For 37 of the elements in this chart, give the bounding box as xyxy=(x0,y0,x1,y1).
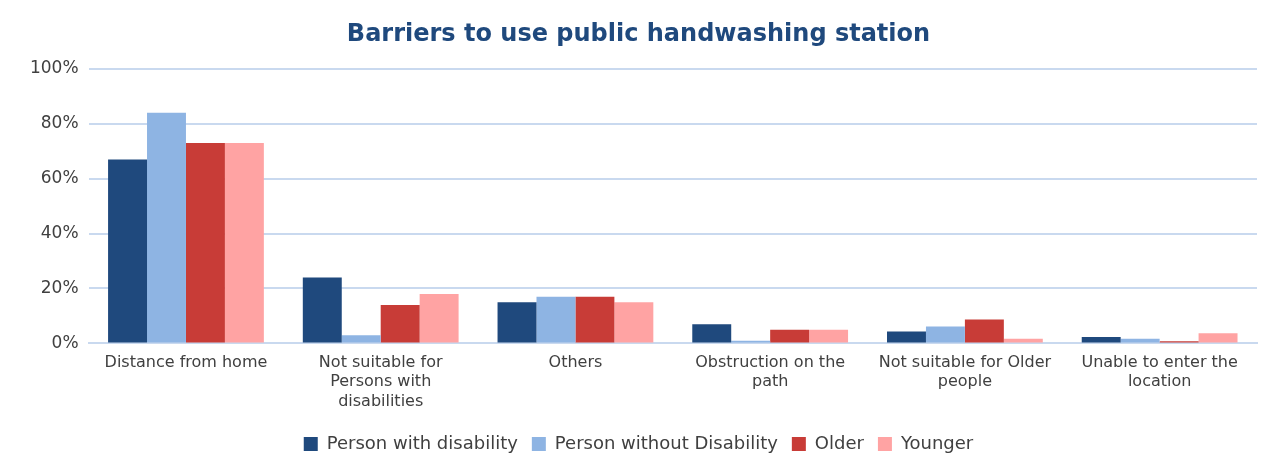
legend-label: Younger xyxy=(899,431,974,453)
chart-title: Barriers to use public handwashing station xyxy=(346,18,931,47)
bar xyxy=(770,329,810,343)
x-tick-label: Unable to enter the location xyxy=(1081,352,1238,391)
bar xyxy=(341,335,381,343)
bar xyxy=(224,142,264,343)
x-tick-label: Distance from home xyxy=(104,352,268,372)
legend-label: Person with disability xyxy=(326,431,519,453)
bar xyxy=(809,329,849,343)
y-tick-label: 60% xyxy=(40,167,79,188)
y-tick-label: 80% xyxy=(40,112,79,133)
bar xyxy=(536,296,576,343)
bar xyxy=(964,319,1004,343)
y-tick-label: 0% xyxy=(51,331,79,352)
legend-label: Older xyxy=(814,431,865,453)
bar xyxy=(575,296,615,343)
y-tick-label: 100% xyxy=(29,57,79,78)
bar xyxy=(108,159,148,343)
x-tick-label: Not suitable for Older people xyxy=(878,352,1052,391)
legend-label: Person without Disability xyxy=(554,431,779,453)
x-tick-label: Not suitable for Persons with disabilities xyxy=(318,352,443,410)
bar xyxy=(419,293,459,343)
bar xyxy=(147,112,186,343)
bar xyxy=(380,304,420,343)
bar xyxy=(185,142,225,343)
bar xyxy=(302,277,342,343)
bar xyxy=(1081,337,1121,343)
bar xyxy=(1198,333,1238,343)
y-tick-label: 40% xyxy=(40,221,79,242)
bar xyxy=(887,331,926,343)
x-tick-label: Others xyxy=(548,352,603,372)
x-tick-label: Obstruction on the path xyxy=(695,352,846,391)
bar xyxy=(497,302,537,343)
bar xyxy=(925,326,965,343)
y-tick-label: 20% xyxy=(40,276,79,297)
bar xyxy=(614,302,654,343)
bar xyxy=(692,324,732,343)
